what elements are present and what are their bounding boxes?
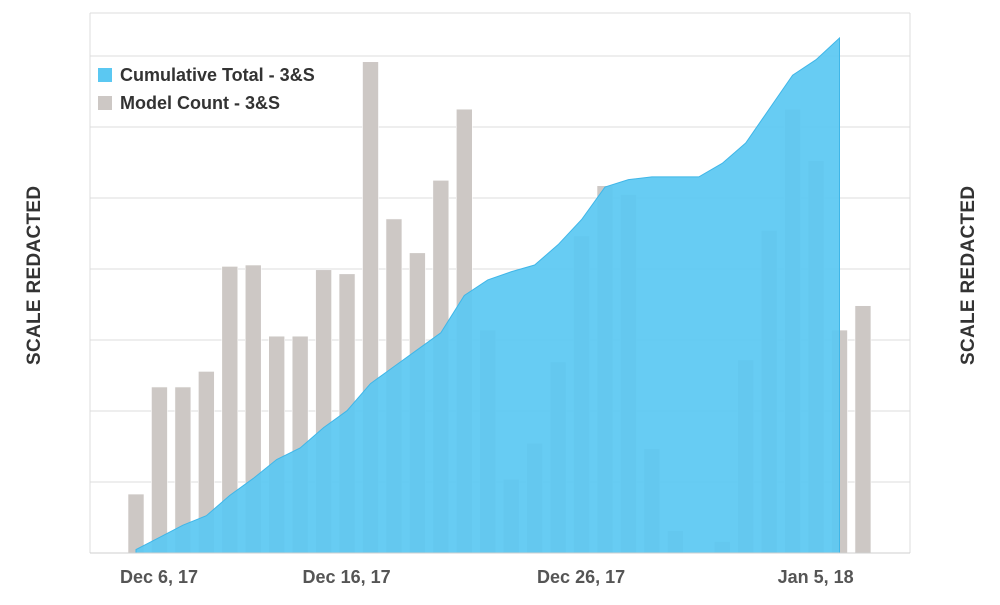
area-cumulative-total — [135, 36, 840, 554]
x-tick-label: Dec 26, 17 — [537, 567, 625, 587]
legend-label: Model Count - 3&S — [120, 93, 280, 113]
legend: Cumulative Total - 3&S Model Count - 3&S — [98, 65, 315, 113]
x-tick-label: Dec 16, 17 — [303, 567, 391, 587]
axis-layer: Dec 6, 17 Dec 16, 17 Dec 26, 17 Jan 5, 18 — [120, 567, 854, 587]
legend-label: Cumulative Total - 3&S — [120, 65, 315, 85]
x-tick-label: Dec 6, 17 — [120, 567, 198, 587]
right-axis-label: SCALE REDACTED — [958, 185, 979, 365]
legend-swatch — [98, 96, 112, 110]
left-axis-label: SCALE REDACTED — [24, 185, 45, 365]
x-tick-label: Jan 5, 18 — [778, 567, 854, 587]
legend-swatch — [98, 68, 112, 82]
area-layer — [90, 36, 910, 554]
bar-model-count — [151, 386, 168, 554]
bar-model-count — [127, 493, 145, 554]
bar-model-count — [854, 305, 872, 554]
